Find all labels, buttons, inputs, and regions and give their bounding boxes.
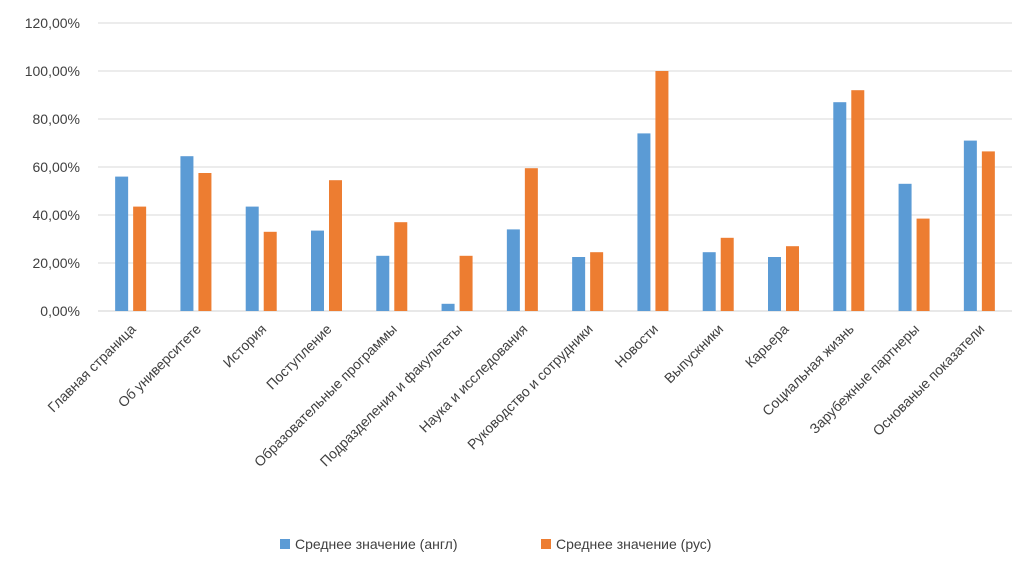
legend: Среднее значение (англ) Среднее значение … <box>280 536 711 552</box>
bar-rus <box>524 168 538 311</box>
bar-eng <box>311 230 324 311</box>
legend-label: Среднее значение (рус) <box>556 536 711 552</box>
bar-eng <box>245 206 259 311</box>
bar-eng <box>115 176 129 311</box>
bar-rus <box>459 255 473 311</box>
y-tick-label: 60,00% <box>33 159 80 175</box>
x-category-label: Зарубежные партнеры <box>806 321 922 437</box>
bar-eng <box>963 140 977 311</box>
bar-rus <box>786 246 799 311</box>
x-category-label: Новости <box>611 321 661 371</box>
x-category-label: Поступление <box>263 321 335 393</box>
bar-rus <box>394 222 408 311</box>
bar-rus <box>655 71 669 311</box>
y-axis-tick-labels: 0,00% 20,00% 40,00% 60,00% 80,00% 100,00% 120,… <box>25 15 80 319</box>
x-category-label: Руководство и сотрудники <box>464 321 596 453</box>
bar-eng <box>572 257 586 311</box>
x-category-label: Карьера <box>742 321 792 371</box>
x-category-label: Наука и исследования <box>416 321 531 436</box>
legend-label: Среднее значение (англ) <box>295 536 457 552</box>
bar-rus <box>329 180 342 311</box>
bar-eng <box>180 156 194 311</box>
x-category-label: Подразделения и факультеты <box>317 321 466 470</box>
bar-rus <box>720 237 734 311</box>
bar-rus <box>916 218 930 311</box>
bar-rus <box>263 231 277 311</box>
bar-eng <box>702 252 716 311</box>
bar-rus <box>851 90 865 311</box>
bar-eng <box>768 257 781 311</box>
y-tick-label: 120,00% <box>25 15 80 31</box>
y-tick-label: 100,00% <box>25 63 80 79</box>
x-category-label: Основаные показатели <box>870 321 988 439</box>
legend-swatch <box>280 539 290 549</box>
bar-eng <box>637 133 651 311</box>
y-tick-label: 40,00% <box>33 207 80 223</box>
y-tick-label: 20,00% <box>33 255 80 271</box>
x-category-label: История <box>220 321 270 371</box>
bar-eng <box>506 229 520 311</box>
x-category-label: Образовательные программы <box>251 321 400 470</box>
bar-rus <box>981 151 995 311</box>
y-tick-label: 0,00% <box>40 303 80 319</box>
bar-eng <box>376 255 390 311</box>
bar-rus <box>133 206 147 311</box>
legend-swatch <box>541 539 551 549</box>
x-category-label: Выпускники <box>661 321 726 386</box>
bar-eng <box>833 102 847 311</box>
bar-rus <box>590 252 604 311</box>
bars <box>115 71 995 311</box>
gridlines <box>98 22 1012 312</box>
bar-eng <box>898 183 912 311</box>
bar-rus <box>198 173 212 311</box>
bar-eng <box>441 303 455 311</box>
y-tick-label: 80,00% <box>33 111 80 127</box>
